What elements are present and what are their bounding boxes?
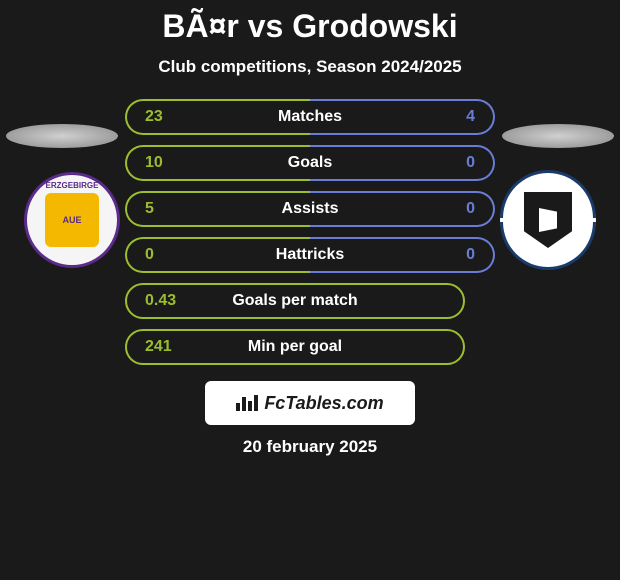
aue-inner-crest: AUE <box>45 193 99 247</box>
stat-row: 10 Goals 0 <box>125 145 495 181</box>
stat-label: Assists <box>282 200 339 218</box>
bielefeld-flag-icon <box>539 208 557 232</box>
stat-label: Goals per match <box>232 292 357 310</box>
shadow-ellipse-right <box>502 124 614 148</box>
stat-row-single: 0.43 Goals per match <box>125 283 465 319</box>
chart-icon <box>236 395 258 411</box>
stat-value-left: 10 <box>145 154 163 172</box>
fctables-badge[interactable]: FcTables.com <box>205 381 415 425</box>
stat-row-single: 241 Min per goal <box>125 329 465 365</box>
bielefeld-badge <box>500 172 596 268</box>
stat-value-right: 0 <box>466 246 475 264</box>
main-container: BÃ¤r vs Grodowski Club competitions, Sea… <box>0 0 620 580</box>
comparison-date: 20 february 2025 <box>243 437 377 457</box>
stat-value-right: 0 <box>466 200 475 218</box>
stat-value-right: 4 <box>466 108 475 126</box>
shadow-ellipse-left <box>6 124 118 148</box>
aue-arc-text: ERZGEBIRGE <box>46 181 99 190</box>
team-logo-right <box>500 172 596 268</box>
page-subtitle: Club competitions, Season 2024/2025 <box>158 57 461 77</box>
stat-value-right: 0 <box>466 154 475 172</box>
stat-value-left: 0 <box>145 246 154 264</box>
stat-value-left: 241 <box>145 338 172 356</box>
page-title: BÃ¤r vs Grodowski <box>162 8 457 45</box>
team-logo-left: ERZGEBIRGE AUE <box>24 172 120 268</box>
stat-row: 5 Assists 0 <box>125 191 495 227</box>
stat-label: Hattricks <box>276 246 344 264</box>
stat-row: 0 Hattricks 0 <box>125 237 495 273</box>
stat-label: Goals <box>288 154 332 172</box>
stats-area: 23 Matches 4 10 Goals 0 5 Assists 0 0 Hattricks 0 0.… <box>125 99 495 375</box>
stat-label: Matches <box>278 108 342 126</box>
stat-label: Min per goal <box>248 338 342 356</box>
stat-value-left: 23 <box>145 108 163 126</box>
stat-value-left: 0.43 <box>145 292 176 310</box>
stat-value-left: 5 <box>145 200 154 218</box>
fctables-label: FcTables.com <box>264 393 383 414</box>
stat-row: 23 Matches 4 <box>125 99 495 135</box>
aue-badge: ERZGEBIRGE AUE <box>24 172 120 268</box>
